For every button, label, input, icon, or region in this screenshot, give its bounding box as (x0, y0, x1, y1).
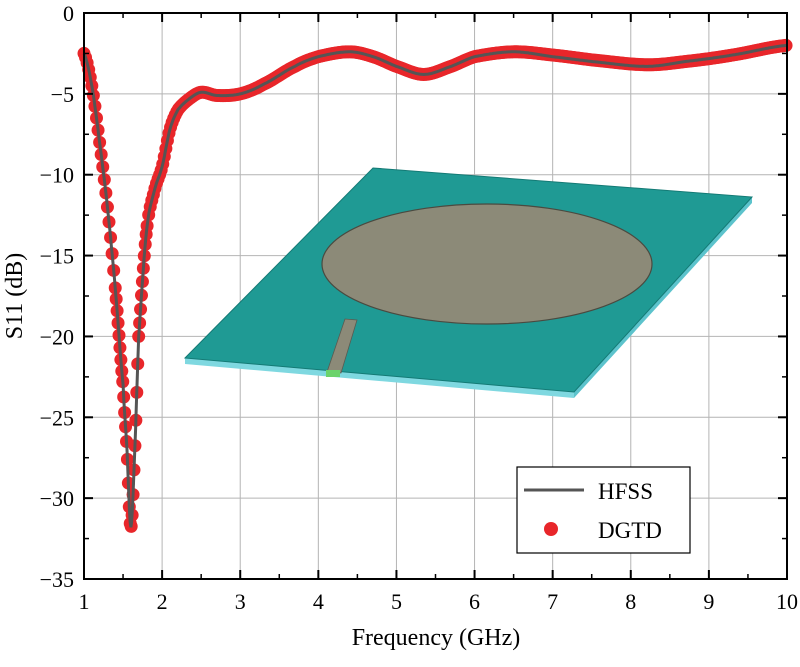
y-tick-label: −35 (40, 567, 74, 592)
axes: 1 2 3 4 5 6 7 8 9 10 0 −5 −10 −15 −20 −25 −30 −35 (40, 1, 798, 614)
series-layer (77, 38, 793, 533)
y-tick-label: 0 (63, 1, 74, 26)
x-tick-label: 9 (703, 589, 714, 614)
substrate-edge (185, 358, 574, 398)
x-tick-label: 10 (776, 589, 798, 614)
y-tick-label: −25 (40, 405, 74, 430)
x-tick-label: 2 (157, 589, 168, 614)
circular-patch (321, 203, 653, 325)
plot-frame (83, 12, 788, 580)
y-tick-label: −20 (40, 324, 74, 349)
y-tick-label: −10 (40, 163, 74, 188)
legend-box (516, 466, 691, 554)
x-tick-label: 7 (547, 589, 558, 614)
y-axis-label: S11 (dB) (2, 253, 28, 339)
substrate-side (574, 197, 752, 398)
x-tick-label: 5 (391, 589, 402, 614)
x-tick-label: 8 (625, 589, 636, 614)
x-axis-label: Frequency (GHz) (352, 625, 521, 651)
x-tick-label: 6 (469, 589, 480, 614)
hfss-line (82, 43, 788, 528)
y-tick-label: −30 (40, 486, 74, 511)
legend-dgtd-marker (544, 522, 558, 536)
x-tick-label: 3 (235, 589, 246, 614)
y-tick-label: −15 (40, 244, 74, 269)
antenna-inset (183, 167, 754, 398)
y-tick-label: −5 (51, 82, 74, 107)
legend-hfss-label: HFSS (598, 479, 653, 504)
legend-dgtd-label: DGTD (598, 518, 662, 543)
x-tick-label: 1 (79, 589, 90, 614)
x-tick-label: 4 (313, 589, 324, 614)
port (326, 370, 340, 377)
legend: HFSS DGTD (516, 466, 691, 554)
